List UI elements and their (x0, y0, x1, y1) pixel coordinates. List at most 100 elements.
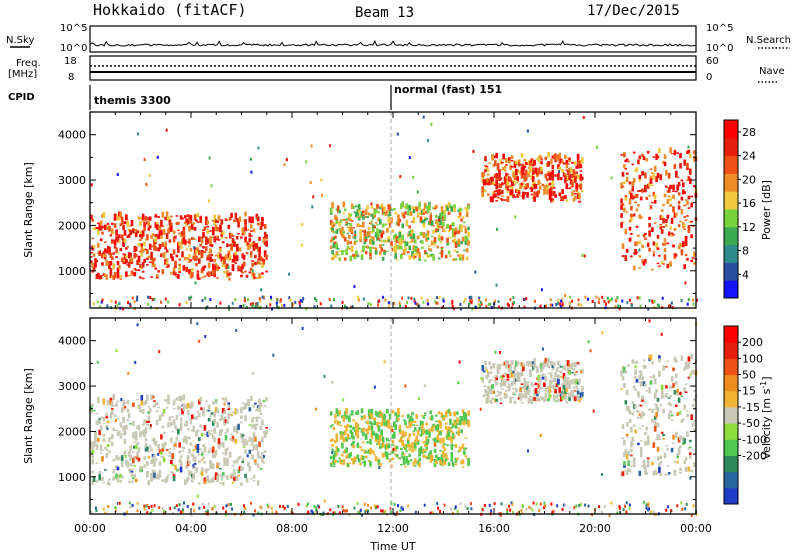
echo-cell (170, 225, 173, 232)
echo-cell (362, 221, 365, 228)
echo-cell (562, 172, 566, 177)
echo-cell (457, 429, 461, 431)
echo-cell (581, 157, 584, 164)
echo-cell (168, 239, 172, 243)
echo-cell (254, 424, 257, 431)
echo-cell (217, 215, 221, 221)
echo-cell (360, 417, 364, 421)
echo-cell (94, 264, 97, 267)
echo-cell (255, 213, 259, 218)
echo-cell (488, 162, 491, 165)
echo-cell (213, 427, 216, 434)
echo-cell (178, 263, 181, 267)
echo-cell (552, 194, 556, 197)
echo-cell (123, 438, 127, 445)
y-tick-label: 3000 (58, 174, 86, 187)
echo-cell (687, 361, 691, 368)
echo-cell (508, 366, 511, 371)
echo-cell (374, 456, 378, 462)
colorbar-swatch (724, 191, 738, 210)
echo-cell (130, 471, 134, 474)
echo-cell (167, 394, 170, 401)
echo-cell (415, 435, 418, 440)
echo-cell (644, 258, 647, 264)
echo-cell (623, 451, 626, 458)
near-range-cell (313, 504, 316, 508)
echo-cell (353, 234, 357, 236)
echo-cell (168, 448, 172, 450)
echo-cell (127, 252, 131, 259)
near-range-cell (305, 504, 308, 508)
echo-cell (520, 401, 524, 404)
echo-cell (564, 195, 567, 200)
echo-cell (545, 190, 549, 195)
echo-cell (237, 423, 240, 430)
echo-cell (174, 260, 177, 266)
echo-cell (369, 246, 372, 253)
echo-cell (637, 204, 640, 207)
echo-cell (675, 170, 678, 176)
echo-cell (398, 439, 402, 443)
near-range-cell (201, 502, 204, 506)
echo-cell (422, 428, 426, 435)
echo-cell (122, 253, 125, 255)
echo-cell (147, 411, 151, 415)
echo-cell (569, 391, 573, 394)
near-range-cell (175, 504, 178, 508)
echo-cell (498, 392, 501, 396)
near-range-cell (525, 297, 528, 301)
echo-cell (367, 425, 371, 431)
echo-cell (451, 461, 455, 467)
echo-cell (115, 429, 118, 432)
echo-cell (520, 195, 524, 197)
echo-cell (432, 207, 435, 210)
echo-cell (137, 216, 141, 220)
echo-cell (230, 433, 233, 435)
echo-cell (561, 189, 564, 194)
echo-cell (465, 237, 469, 243)
echo-cell (388, 413, 392, 420)
echo-cell (184, 239, 187, 245)
echo-cell (104, 248, 107, 252)
echo-cell (220, 236, 224, 239)
echo-cell (369, 238, 372, 245)
echo-cell (355, 429, 358, 436)
echo-cell (503, 381, 507, 384)
echo-cell (676, 389, 679, 396)
echo-cell (691, 369, 695, 375)
echo-cell (529, 395, 532, 399)
echo-cell (625, 158, 629, 161)
echo-cell (648, 230, 651, 237)
echo-cell (559, 196, 563, 199)
echo-cell (639, 440, 643, 442)
echo-cell (230, 473, 233, 477)
echo-cell (195, 219, 198, 222)
near-range-cell (122, 307, 125, 311)
echo-cell (625, 172, 629, 175)
echo-cell (214, 474, 218, 480)
echo-cell (157, 215, 160, 218)
near-range-cell (681, 507, 684, 511)
echo-cell (494, 193, 497, 198)
near-range-cell (452, 307, 455, 311)
echo-cell (390, 425, 393, 432)
echo-cell (571, 379, 574, 385)
echo-cell (460, 224, 463, 228)
near-range-cell (344, 509, 347, 513)
echo-cell (499, 384, 503, 388)
near-range-cell (357, 511, 359, 515)
near-range-cell (464, 504, 467, 508)
echo-cell (216, 421, 219, 428)
echo-cell (244, 219, 247, 225)
near-range-cell (543, 506, 545, 510)
echo-cell (146, 264, 149, 266)
echo-cell (557, 176, 560, 181)
echo-cell (165, 476, 169, 483)
echo-cell (531, 176, 535, 182)
echo-cell (496, 196, 500, 199)
echo-cell (97, 222, 100, 224)
echo-cell (487, 397, 490, 403)
echo-cell (552, 190, 556, 196)
echo-cell (213, 214, 216, 221)
echo-cell (508, 185, 511, 188)
